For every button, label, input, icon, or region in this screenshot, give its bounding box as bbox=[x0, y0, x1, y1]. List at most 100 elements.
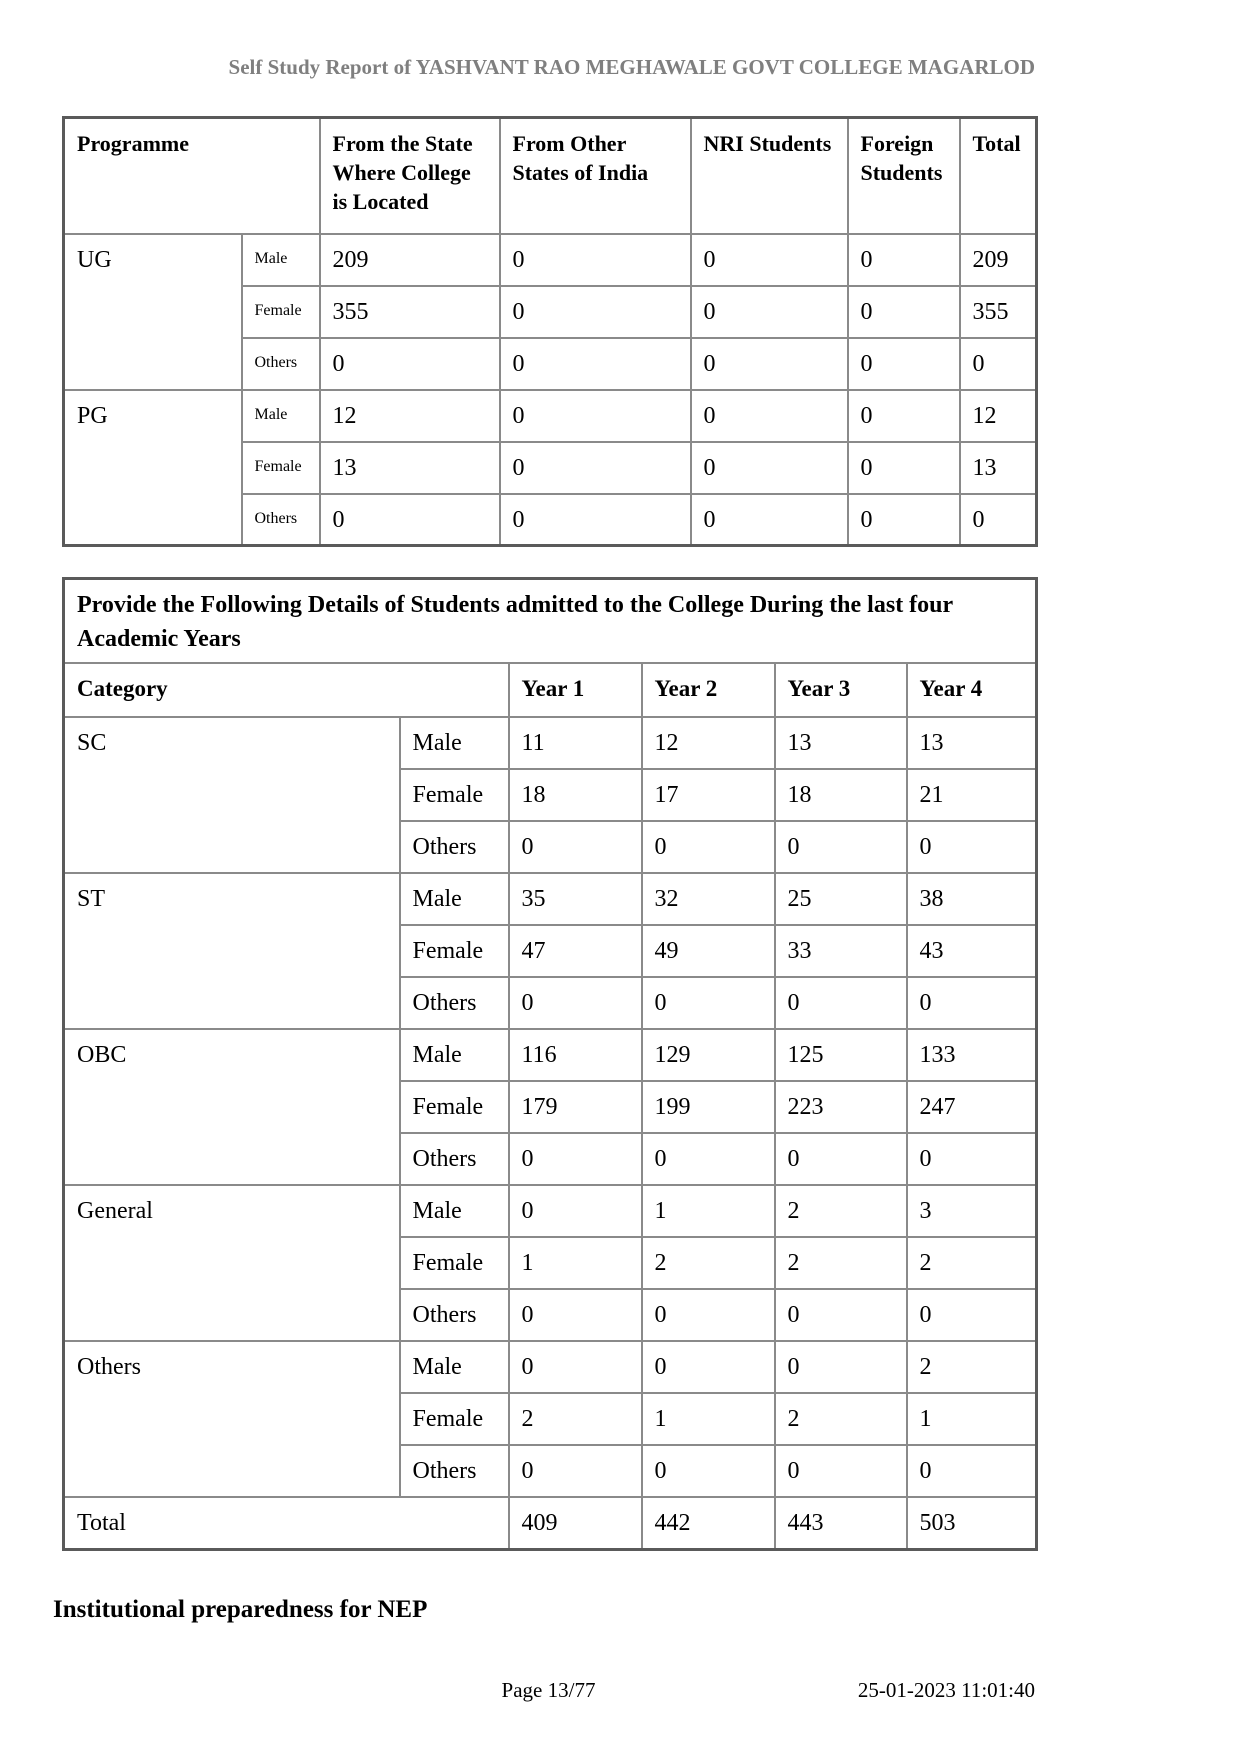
programme-group-label: PG bbox=[62, 388, 243, 547]
column-header-total: Total bbox=[958, 116, 1038, 235]
column-header-from-state: From the State Where College is Located bbox=[318, 116, 501, 235]
column-header-year2: Year 2 bbox=[640, 662, 776, 719]
cell-value: 2 bbox=[640, 1236, 776, 1291]
gender-label: Male bbox=[398, 1028, 510, 1083]
admissions-last-four-years-table: Provide the Following Details of Student… bbox=[62, 577, 1039, 1551]
column-header-other-states: From Other States of India bbox=[498, 116, 692, 235]
gender-label: Others bbox=[398, 820, 510, 875]
report-header-title: Self Study Report of YASHVANT RAO MEGHAW… bbox=[228, 55, 1035, 79]
table-row: OBC Male 116 129 125 133 bbox=[62, 1028, 1038, 1187]
table-header-row: Programme From the State Where College i… bbox=[62, 116, 1038, 235]
section-heading-nep: Institutional preparedness for NEP bbox=[53, 1596, 428, 1623]
cell-value: 0 bbox=[498, 284, 692, 339]
cell-value: 17 bbox=[640, 768, 776, 823]
table-row: Others 0 0 0 0 0 bbox=[64, 336, 1038, 391]
table-row: Others 0 0 0 0 0 bbox=[64, 492, 1038, 547]
cell-value: 0 bbox=[689, 388, 849, 443]
cell-value: 125 bbox=[773, 1028, 908, 1083]
cell-value: 0 bbox=[846, 440, 961, 495]
table-row: PG Male 12 0 0 0 12 bbox=[62, 388, 1038, 547]
cell-value: 0 bbox=[318, 492, 501, 547]
table-row: SC Male 11 12 13 13 bbox=[62, 716, 1038, 875]
total-label: Total bbox=[62, 1496, 510, 1551]
cell-value: 0 bbox=[905, 976, 1038, 1031]
cell-value: 209 bbox=[318, 232, 501, 287]
column-header-foreign: Foreign Students bbox=[846, 116, 961, 235]
table-title: Provide the Following Details of Student… bbox=[62, 577, 1038, 665]
cell-value: 2 bbox=[905, 1236, 1038, 1291]
category-group-label: Others bbox=[62, 1340, 401, 1499]
cell-value: 0 bbox=[689, 232, 849, 287]
table-row: Female 1 2 2 2 bbox=[64, 1236, 1038, 1291]
cell-value: 0 bbox=[905, 1288, 1038, 1343]
column-header-category: Category bbox=[62, 662, 510, 719]
cell-value: 0 bbox=[773, 976, 908, 1031]
table-row: ST Male 35 32 25 38 bbox=[62, 872, 1038, 1031]
cell-value: 0 bbox=[498, 440, 692, 495]
cell-value: 116 bbox=[507, 1028, 643, 1083]
table-row: Female 47 49 33 43 bbox=[64, 924, 1038, 979]
cell-value: 35 bbox=[507, 872, 643, 927]
cell-value: 13 bbox=[958, 440, 1038, 495]
cell-value: 0 bbox=[507, 1184, 643, 1239]
cell-value: 0 bbox=[640, 1288, 776, 1343]
cell-value: 0 bbox=[689, 284, 849, 339]
table-row: UG Male 209 0 0 0 209 bbox=[62, 232, 1038, 391]
cell-value: 0 bbox=[958, 492, 1038, 547]
cell-value: 0 bbox=[905, 820, 1038, 875]
cell-value: 3 bbox=[905, 1184, 1038, 1239]
cell-value: 18 bbox=[507, 768, 643, 823]
table-row: Female 18 17 18 21 bbox=[64, 768, 1038, 823]
gender-label: Female bbox=[398, 1236, 510, 1291]
cell-value: 0 bbox=[640, 976, 776, 1031]
cell-value: 133 bbox=[905, 1028, 1038, 1083]
footer-timestamp: 25-01-2023 11:01:40 bbox=[857, 1678, 1035, 1702]
gender-label: Others bbox=[398, 1288, 510, 1343]
cell-value: 0 bbox=[640, 1132, 776, 1187]
cell-value: 11 bbox=[507, 716, 643, 771]
gender-label: Male bbox=[398, 716, 510, 771]
table-row: Others 0 0 0 0 bbox=[64, 1132, 1038, 1187]
cell-value: 2 bbox=[773, 1392, 908, 1447]
cell-value: 355 bbox=[318, 284, 501, 339]
cell-value: 129 bbox=[640, 1028, 776, 1083]
cell-value: 0 bbox=[640, 1444, 776, 1499]
cell-value: 0 bbox=[498, 232, 692, 287]
cell-value: 1 bbox=[905, 1392, 1038, 1447]
table-row: Female 179 199 223 247 bbox=[64, 1080, 1038, 1135]
gender-label: Female bbox=[398, 768, 510, 823]
cell-value: 0 bbox=[640, 820, 776, 875]
cell-value: 0 bbox=[689, 440, 849, 495]
cell-value: 1 bbox=[640, 1392, 776, 1447]
category-group-label: ST bbox=[62, 872, 401, 1031]
cell-value: 0 bbox=[507, 1340, 643, 1395]
table-row: Female 2 1 2 1 bbox=[64, 1392, 1038, 1447]
table-row: Female 13 0 0 0 13 bbox=[64, 440, 1038, 495]
gender-label: Others bbox=[398, 1444, 510, 1499]
cell-value: 13 bbox=[773, 716, 908, 771]
cell-value: 0 bbox=[773, 820, 908, 875]
table-row: Others 0 0 0 0 bbox=[64, 976, 1038, 1031]
cell-value: 199 bbox=[640, 1080, 776, 1135]
cell-value: 33 bbox=[773, 924, 908, 979]
cell-value: 47 bbox=[507, 924, 643, 979]
cell-value: 0 bbox=[905, 1132, 1038, 1187]
column-header-nri: NRI Students bbox=[689, 116, 849, 235]
gender-label: Others bbox=[240, 336, 321, 391]
cell-value: 0 bbox=[846, 336, 961, 391]
cell-value: 355 bbox=[958, 284, 1038, 339]
programme-group-label: UG bbox=[62, 232, 243, 391]
gender-label: Others bbox=[398, 976, 510, 1031]
total-value: 503 bbox=[905, 1496, 1038, 1551]
cell-value: 0 bbox=[689, 492, 849, 547]
cell-value: 13 bbox=[905, 716, 1038, 771]
gender-label: Male bbox=[398, 872, 510, 927]
gender-label: Male bbox=[398, 1340, 510, 1395]
cell-value: 49 bbox=[640, 924, 776, 979]
cell-value: 25 bbox=[773, 872, 908, 927]
total-value: 443 bbox=[773, 1496, 908, 1551]
table-row: General Male 0 1 2 3 bbox=[62, 1184, 1038, 1343]
gender-label: Female bbox=[398, 1392, 510, 1447]
gender-label: Male bbox=[240, 232, 321, 287]
column-header-programme: Programme bbox=[62, 116, 321, 235]
